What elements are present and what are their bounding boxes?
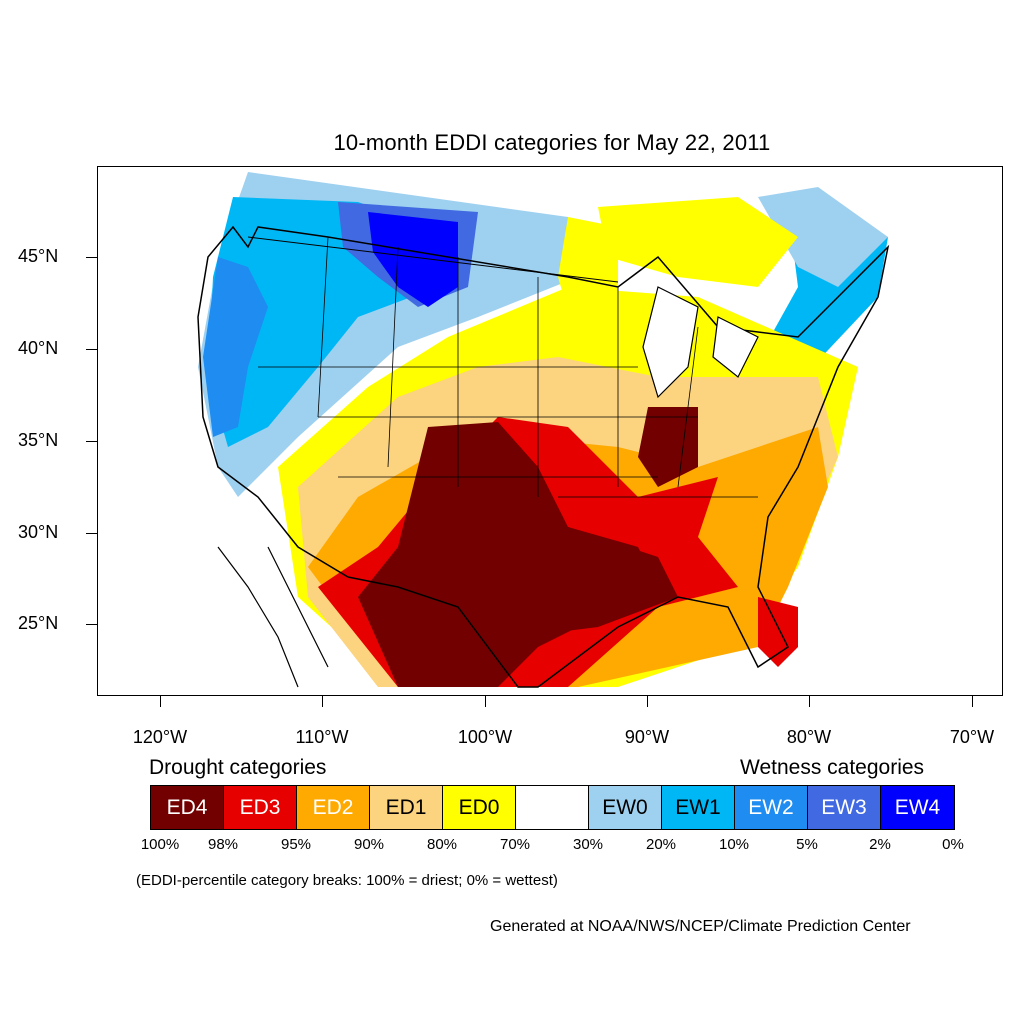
break-label: 95% <box>280 836 312 853</box>
lat-tick <box>86 441 97 442</box>
break-label: 30% <box>572 836 604 853</box>
dry-region-ed4-south <box>458 527 678 637</box>
break-label: 0% <box>942 836 964 853</box>
wet-region-ew2 <box>203 257 268 437</box>
lon-tick <box>160 696 161 707</box>
legend-swatch: EW2 <box>735 786 808 829</box>
legend-swatch: EW1 <box>662 786 735 829</box>
legend-swatch <box>516 786 589 829</box>
lat-label: 40°N <box>18 338 59 358</box>
map-canvas <box>197 172 890 688</box>
lon-tick <box>647 696 648 707</box>
legend-swatch: ED4 <box>151 786 224 829</box>
lat-label: 25°N <box>18 613 59 633</box>
wetness-heading: Wetness categories <box>740 756 925 779</box>
lon-tick <box>809 696 810 707</box>
legend-swatch: ED3 <box>224 786 297 829</box>
break-label: 70% <box>499 836 531 853</box>
legend-swatch: EW0 <box>589 786 662 829</box>
great-lakes <box>642 286 759 399</box>
break-label: 100% <box>140 836 180 853</box>
dry-region-ed0-north <box>558 217 618 347</box>
break-label: 98% <box>207 836 239 853</box>
break-label: 80% <box>426 836 458 853</box>
lon-label: 90°W <box>624 727 670 747</box>
legend-swatch: EW3 <box>808 786 881 829</box>
lon-label: 110°W <box>295 727 349 747</box>
legend-swatch: ED0 <box>443 786 516 829</box>
lat-label: 45°N <box>18 246 59 266</box>
category-legend: ED4 ED3 ED2 ED1 ED0 EW0 EW1 EW2 EW3 EW4 <box>150 785 955 830</box>
canada-border <box>247 236 619 283</box>
eddi-map <box>97 166 1003 696</box>
lon-tick <box>485 696 486 707</box>
legend-swatch: ED2 <box>297 786 370 829</box>
wet-region-ew4 <box>368 212 458 307</box>
legend-swatch: EW4 <box>881 786 954 829</box>
dry-region-ed4-kentucky <box>638 407 698 487</box>
legend-note: (EDDI-percentile category breaks: 100% =… <box>136 872 558 889</box>
lon-label: 100°W <box>457 727 513 747</box>
mexico-coast <box>217 546 329 688</box>
lat-tick <box>86 624 97 625</box>
break-label: 5% <box>796 836 818 853</box>
legend-swatch: ED1 <box>370 786 443 829</box>
wet-region-northeast-edge <box>758 187 888 287</box>
lon-tick <box>322 696 323 707</box>
break-label: 10% <box>718 836 750 853</box>
credit-line: Generated at NOAA/NWS/NCEP/Climate Predi… <box>490 918 911 935</box>
us-outline <box>197 225 890 688</box>
dry-region-ed3-florida <box>758 597 798 667</box>
break-label: 2% <box>869 836 891 853</box>
lon-label: 70°W <box>949 727 995 747</box>
lon-tick <box>972 696 973 707</box>
lon-label: 120°W <box>132 727 188 747</box>
break-label: 90% <box>353 836 385 853</box>
lat-label: 35°N <box>18 430 59 450</box>
lat-tick <box>86 533 97 534</box>
break-label: 20% <box>645 836 677 853</box>
lat-tick <box>86 349 97 350</box>
map-title: 10-month EDDI categories for May 22, 201… <box>333 130 771 155</box>
state-lines <box>258 236 758 498</box>
drought-heading: Drought categories <box>149 756 327 779</box>
lat-tick <box>86 257 97 258</box>
lon-label: 80°W <box>786 727 832 747</box>
lat-label: 30°N <box>18 522 59 542</box>
